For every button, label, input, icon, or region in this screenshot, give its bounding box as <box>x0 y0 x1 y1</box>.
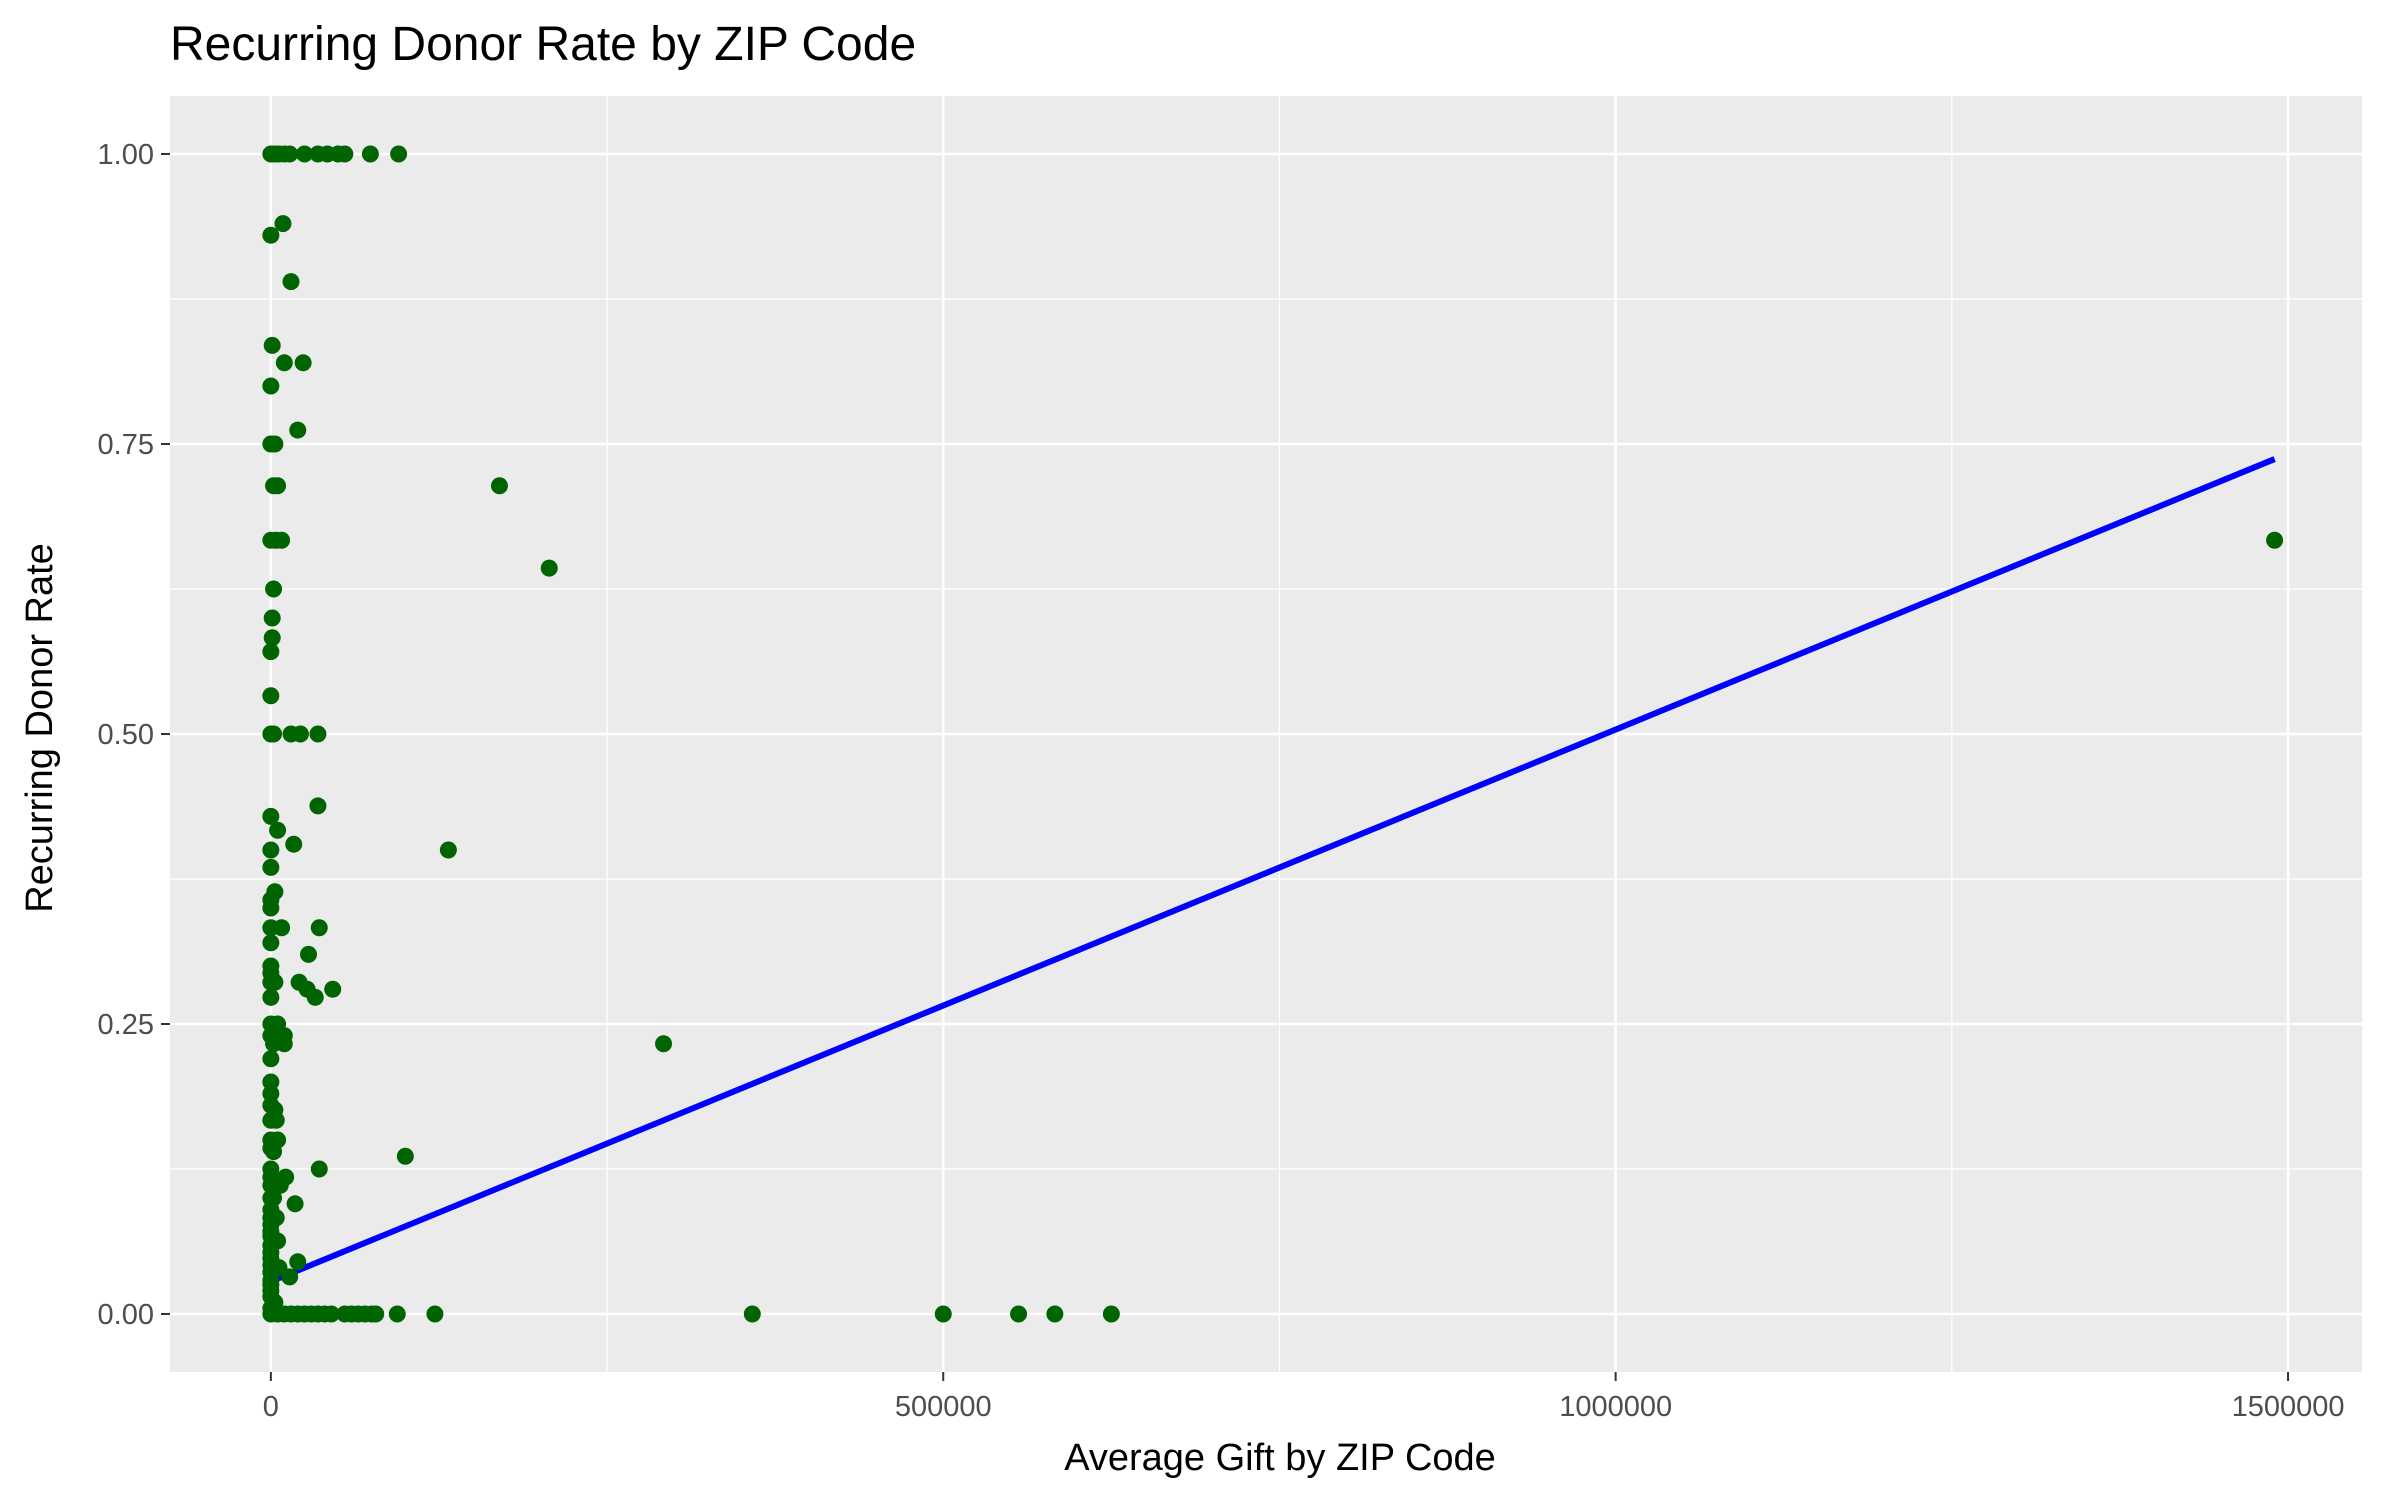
data-point <box>265 580 283 598</box>
data-point <box>263 609 281 627</box>
data-point <box>282 273 300 291</box>
x-axis-ticks: 0 500000 1000000 1500000 <box>263 1372 2345 1423</box>
data-point <box>655 1035 673 1053</box>
x-tick-label: 1000000 <box>1559 1391 1672 1423</box>
data-point <box>291 725 309 743</box>
data-point <box>295 145 313 163</box>
data-point <box>281 1268 299 1286</box>
data-point <box>262 841 280 859</box>
major-gridlines <box>170 96 2362 1372</box>
data-point <box>439 841 457 859</box>
data-point <box>426 1305 444 1323</box>
data-point <box>2266 531 2284 549</box>
y-tick-label: 0.00 <box>98 1299 154 1331</box>
data-point <box>265 725 283 743</box>
y-tick-label: 0.75 <box>98 429 154 461</box>
data-point <box>322 1305 340 1323</box>
y-axis-ticks: 0.00 0.25 0.50 0.75 1.00 <box>98 139 170 1331</box>
data-point <box>300 945 318 963</box>
data-point <box>294 354 312 372</box>
data-point <box>275 354 293 372</box>
data-point <box>262 226 280 244</box>
data-point <box>388 1305 406 1323</box>
y-tick-label: 0.50 <box>98 719 154 751</box>
data-point <box>310 1160 328 1178</box>
data-point <box>262 988 280 1006</box>
data-point <box>266 973 284 991</box>
chart-title: Recurring Donor Rate by ZIP Code <box>170 18 916 71</box>
data-point <box>262 899 280 917</box>
data-point <box>262 377 280 395</box>
data-point <box>269 821 287 839</box>
data-point <box>273 531 291 549</box>
data-point <box>1046 1305 1064 1323</box>
data-point <box>263 336 281 354</box>
data-point <box>289 421 307 439</box>
data-point <box>309 797 327 815</box>
data-point <box>271 1176 289 1194</box>
data-point <box>934 1305 952 1323</box>
data-point <box>262 687 280 705</box>
data-point <box>336 145 354 163</box>
trend-line <box>269 456 2276 1285</box>
data-point <box>273 919 291 937</box>
x-tick-label: 1500000 <box>2232 1391 2345 1423</box>
data-point <box>262 643 280 661</box>
y-axis-title: Recurring Donor Rate <box>19 543 61 913</box>
data-point <box>262 858 280 876</box>
data-point <box>310 919 328 937</box>
data-point <box>285 835 303 853</box>
data-point <box>396 1147 414 1165</box>
data-point <box>306 988 324 1006</box>
y-tick-label: 1.00 <box>98 139 154 171</box>
data-point <box>262 1050 280 1068</box>
data-point <box>281 145 299 163</box>
x-axis-title: Average Gift by ZIP Code <box>1064 1437 1496 1479</box>
trend-line-layer <box>269 456 2276 1285</box>
data-point <box>262 807 280 825</box>
data-point <box>367 1305 385 1323</box>
data-point <box>262 934 280 952</box>
data-point <box>743 1305 761 1323</box>
x-tick-label: 0 <box>263 1391 279 1423</box>
data-point <box>263 629 281 647</box>
data-point <box>286 1195 304 1213</box>
data-point <box>266 435 284 453</box>
data-point <box>324 980 342 998</box>
data-point <box>490 477 508 495</box>
data-points <box>262 145 2284 1323</box>
data-point <box>269 477 287 495</box>
data-point <box>540 559 558 577</box>
data-point <box>274 215 292 233</box>
x-tick-label: 500000 <box>895 1391 992 1423</box>
data-point <box>289 1253 307 1271</box>
data-point <box>309 725 327 743</box>
y-tick-label: 0.25 <box>98 1009 154 1041</box>
data-point <box>390 145 408 163</box>
data-point <box>1010 1305 1028 1323</box>
data-point <box>275 1035 293 1053</box>
data-point <box>267 1111 285 1129</box>
data-point <box>361 145 379 163</box>
data-point <box>1102 1305 1120 1323</box>
data-point <box>265 1143 283 1161</box>
